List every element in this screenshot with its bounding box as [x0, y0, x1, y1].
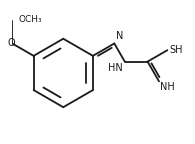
Text: OCH₃: OCH₃ — [19, 15, 43, 24]
Text: N: N — [116, 31, 124, 41]
Text: HN: HN — [108, 63, 123, 73]
Text: O: O — [7, 38, 15, 48]
Text: NH: NH — [160, 82, 175, 92]
Text: SH: SH — [169, 45, 183, 55]
